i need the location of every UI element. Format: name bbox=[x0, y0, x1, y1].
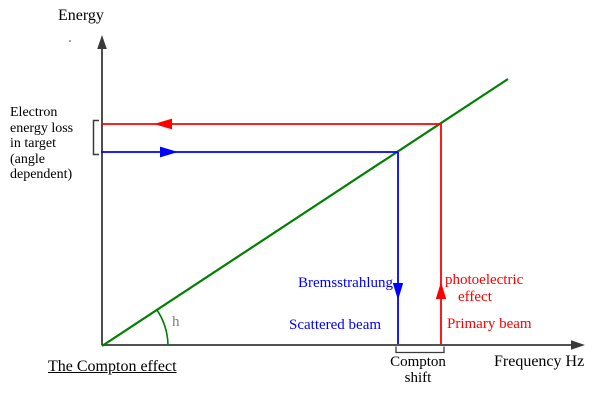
photoelectric-label-line-2: effect bbox=[458, 289, 492, 305]
photoelectric-arrowhead bbox=[435, 282, 447, 299]
primary-energy-arrowhead bbox=[154, 118, 172, 130]
angle-label: h bbox=[172, 314, 180, 330]
bremsstrahlung-label: Bremsstrahlung bbox=[298, 275, 393, 291]
compton-shift-line-1: Compton bbox=[390, 354, 446, 370]
compton-shift-bracket bbox=[395, 346, 445, 354]
x-axis-label: Frequency Hz bbox=[494, 353, 585, 370]
electron-loss-line-4: (angle bbox=[10, 151, 45, 167]
electron-loss-line-1: Electron bbox=[10, 105, 58, 120]
y-axis-arrowhead bbox=[97, 35, 107, 49]
scattered-beam-label: Scattered beam bbox=[289, 317, 382, 333]
compton-shift-label: Compton shift bbox=[386, 354, 450, 386]
compton-shift-line-2: shift bbox=[404, 369, 432, 386]
electron-loss-line-2: energy loss bbox=[10, 120, 74, 136]
bremsstrahlung-arrowhead bbox=[392, 283, 404, 300]
electron-loss-annotation: Electron energy loss in target (angle de… bbox=[10, 105, 73, 183]
figure-title: The Compton effect bbox=[48, 358, 177, 375]
stray-mark bbox=[68, 39, 72, 43]
energy-loss-bracket bbox=[92, 119, 99, 156]
primary-beam-label: Primary beam bbox=[447, 316, 532, 332]
y-axis-label: Energy bbox=[58, 7, 104, 24]
photoelectric-label-line-1: photoelectric bbox=[445, 272, 524, 288]
angle-arc bbox=[156, 309, 169, 346]
energy-frequency-line bbox=[101, 78, 509, 347]
scattered-energy-arrowhead bbox=[160, 146, 178, 158]
electron-loss-line-5: dependent) bbox=[10, 167, 73, 182]
electron-loss-line-3: in target bbox=[10, 136, 57, 151]
x-axis-arrowhead bbox=[571, 340, 585, 350]
